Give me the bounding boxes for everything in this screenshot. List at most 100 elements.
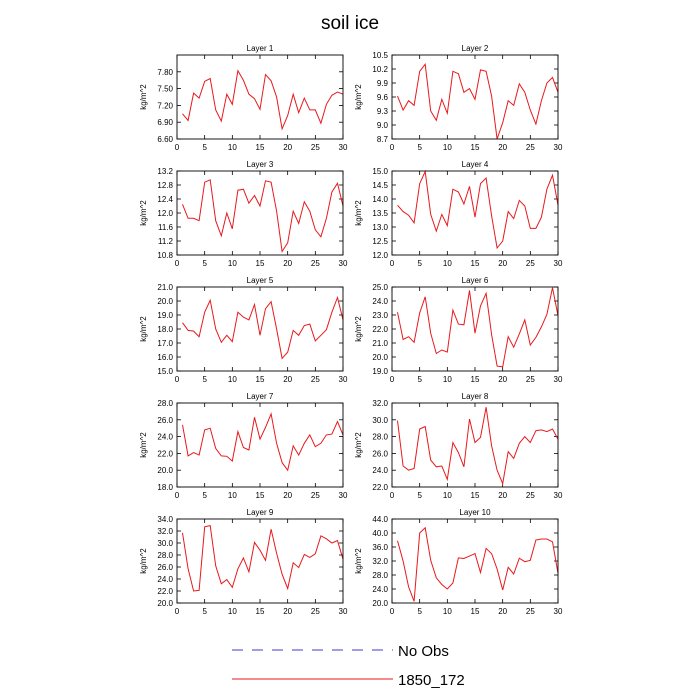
panel-layer-10: Layer 10 20.0 24.0 28.0 32.0 36.0 40.0 44.0 0 5 10…: [354, 508, 563, 616]
x-tick-label-layer-10: 20: [498, 607, 507, 616]
y-tick-label-layer-2: 9.0: [377, 121, 389, 130]
y-tick-label-layer-3: 12.0: [157, 209, 173, 218]
x-tick-label-layer-9: 30: [339, 607, 348, 616]
series-line-layer-7: [182, 412, 344, 472]
x-tick-label-layer-8: 15: [471, 491, 480, 500]
legend: No Obs 1850_172: [232, 643, 465, 689]
x-tick-label-layer-6: 25: [526, 375, 535, 384]
y-tick-label-layer-6: 23.0: [372, 311, 388, 320]
y-tick-label-layer-10: 24.0: [372, 585, 388, 594]
x-tick-label-layer-2: 20: [498, 143, 507, 152]
y-axis-label-layer-9: kg/m^2: [139, 548, 148, 574]
y-tick-label-layer-10: 32.0: [372, 557, 388, 566]
panel-title-layer-5: Layer 5: [247, 276, 274, 285]
x-tick-label-layer-4: 30: [554, 259, 563, 268]
x-tick-label-layer-8: 25: [526, 491, 535, 500]
x-tick-label-layer-9: 15: [256, 607, 265, 616]
x-tick-label-layer-5: 0: [175, 375, 180, 384]
y-tick-label-layer-9: 34.0: [157, 515, 173, 524]
plot-frame-layer-3: [176, 170, 344, 256]
panel-title-layer-7: Layer 7: [247, 392, 274, 401]
y-tick-label-layer-4: 12.0: [372, 251, 388, 260]
x-tick-label-layer-6: 30: [554, 375, 563, 384]
y-tick-label-layer-9: 24.0: [157, 575, 173, 584]
x-tick-label-layer-8: 0: [390, 491, 395, 500]
x-tick-label-layer-6: 5: [417, 375, 422, 384]
y-tick-label-layer-5: 21.0: [157, 283, 173, 292]
series-line-layer-3: [182, 179, 344, 253]
series-line-layer-5: [182, 295, 344, 360]
panel-layer-4: Layer 4 12.0 12.5 13.0 13.5 14.0 14.5 15.0 0 5 10 1…: [354, 160, 563, 268]
y-tick-label-layer-1: 7.20: [157, 101, 173, 110]
legend-label-no-obs: No Obs: [398, 643, 449, 660]
x-tick-label-layer-3: 15: [256, 259, 265, 268]
x-tick-label-layer-5: 15: [256, 375, 265, 384]
panel-layer-9: Layer 9 20.0 22.0 24.0 26.0 28.0 30.0 32.0 34.0 0…: [139, 508, 348, 616]
panel-layer-3: Layer 3 10.8 11.2 11.6 12.0 12.4 12.8 13.2 0 5 10 1…: [139, 160, 348, 268]
y-tick-label-layer-4: 13.0: [372, 223, 388, 232]
y-tick-label-layer-10: 44.0: [372, 515, 388, 524]
x-tick-label-layer-5: 25: [311, 375, 320, 384]
plot-frame-layer-4: [391, 170, 559, 256]
y-tick-label-layer-2: 10.5: [372, 51, 388, 60]
x-tick-label-layer-10: 15: [471, 607, 480, 616]
x-tick-label-layer-3: 20: [283, 259, 292, 268]
plot-frame-layer-2: [391, 54, 559, 140]
panel-layer-8: Layer 8 22.0 24.0 26.0 28.0 30.0 32.0 0 5 10 15 20 2…: [354, 392, 563, 500]
x-tick-label-layer-5: 30: [339, 375, 348, 384]
panel-title-layer-8: Layer 8: [462, 392, 489, 401]
y-tick-label-layer-1: 6.90: [157, 118, 173, 127]
y-axis-label-layer-8: kg/m^2: [354, 432, 363, 458]
y-tick-label-layer-6: 21.0: [372, 339, 388, 348]
y-tick-label-layer-3: 10.8: [157, 251, 173, 260]
y-tick-label-layer-1: 6.60: [157, 135, 173, 144]
x-tick-label-layer-10: 10: [443, 607, 452, 616]
x-tick-label-layer-5: 20: [283, 375, 292, 384]
panel-title-layer-4: Layer 4: [462, 160, 489, 169]
y-tick-label-layer-5: 18.0: [157, 325, 173, 334]
x-tick-label-layer-3: 5: [202, 259, 207, 268]
y-tick-label-layer-9: 20.0: [157, 599, 173, 608]
x-tick-label-layer-6: 15: [471, 375, 480, 384]
y-tick-label-layer-7: 24.0: [157, 433, 173, 442]
x-tick-label-layer-6: 20: [498, 375, 507, 384]
y-tick-label-layer-10: 40.0: [372, 529, 388, 538]
y-tick-label-layer-8: 28.0: [372, 433, 388, 442]
y-tick-label-layer-9: 30.0: [157, 539, 173, 548]
x-tick-label-layer-1: 30: [339, 143, 348, 152]
y-tick-label-layer-5: 15.0: [157, 367, 173, 376]
y-tick-label-layer-10: 20.0: [372, 599, 388, 608]
y-tick-label-layer-7: 20.0: [157, 466, 173, 475]
x-tick-label-layer-10: 5: [417, 607, 422, 616]
y-tick-label-layer-1: 7.80: [157, 68, 173, 77]
y-tick-label-layer-8: 26.0: [372, 449, 388, 458]
y-tick-label-layer-9: 26.0: [157, 563, 173, 572]
y-tick-label-layer-3: 13.2: [157, 167, 173, 176]
x-tick-label-layer-8: 5: [417, 491, 422, 500]
y-tick-label-layer-5: 17.0: [157, 339, 173, 348]
y-tick-label-layer-9: 28.0: [157, 551, 173, 560]
y-tick-label-layer-3: 11.6: [158, 223, 174, 232]
y-tick-label-layer-2: 8.7: [377, 135, 389, 144]
x-tick-label-layer-9: 5: [202, 607, 207, 616]
x-tick-label-layer-9: 10: [228, 607, 237, 616]
panels: Layer 1 6.60 6.90 7.20 7.50 7.80 0 5 10 15 20 25 30 k…: [139, 44, 563, 616]
panel-title-layer-1: Layer 1: [247, 44, 274, 53]
y-axis-label-layer-3: kg/m^2: [139, 200, 148, 226]
x-tick-label-layer-7: 15: [256, 491, 265, 500]
y-axis-label-layer-5: kg/m^2: [139, 316, 148, 342]
y-tick-label-layer-6: 19.0: [372, 367, 388, 376]
y-tick-label-layer-9: 22.0: [157, 587, 173, 596]
x-tick-label-layer-7: 25: [311, 491, 320, 500]
x-tick-label-layer-3: 10: [228, 259, 237, 268]
y-tick-label-layer-9: 32.0: [157, 527, 173, 536]
series-line-layer-8: [397, 407, 559, 486]
x-tick-label-layer-7: 10: [228, 491, 237, 500]
x-tick-label-layer-4: 15: [471, 259, 480, 268]
x-tick-label-layer-7: 5: [202, 491, 207, 500]
plot-frame-layer-6: [391, 286, 559, 372]
y-tick-label-layer-4: 14.5: [372, 181, 388, 190]
y-tick-label-layer-4: 15.0: [372, 167, 388, 176]
panel-title-layer-10: Layer 10: [459, 508, 491, 517]
